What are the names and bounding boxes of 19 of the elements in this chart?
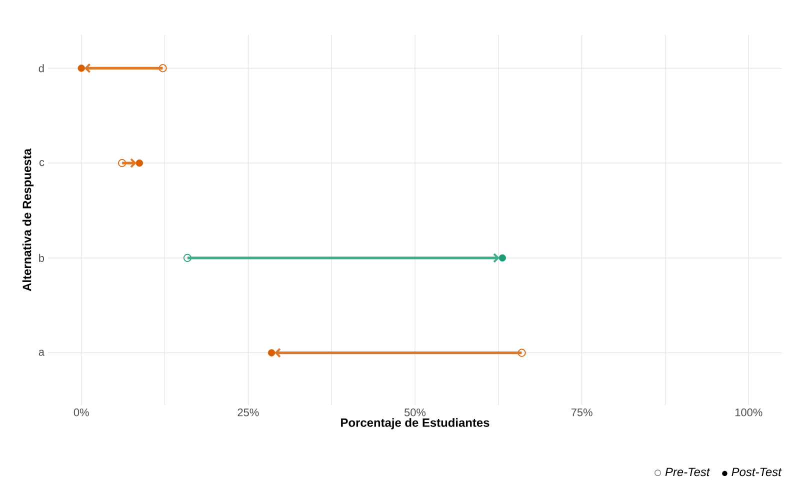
point xyxy=(136,159,144,167)
point xyxy=(518,348,526,357)
y-tick-label: a xyxy=(38,350,44,356)
y-tick-label: d xyxy=(38,64,44,72)
point xyxy=(78,64,85,72)
text: Post-Test xyxy=(732,468,782,476)
x-tick-label: 100% xyxy=(735,408,762,416)
x-tick-label: 50% xyxy=(404,408,426,416)
y-tick-label: b xyxy=(39,254,44,262)
y-axis-title: Alternativa de Respuesta xyxy=(22,148,34,292)
x-tick-label: 75% xyxy=(571,408,592,416)
point xyxy=(498,254,506,262)
point xyxy=(158,64,167,72)
point xyxy=(268,349,276,356)
y-tick-label: c xyxy=(39,160,44,166)
x-tick-label: 25% xyxy=(238,408,259,416)
x-tick-label: 0% xyxy=(74,408,89,416)
text: Pre-Test xyxy=(665,468,710,476)
x-axis-title: Porcentaje de Estudiantes xyxy=(341,418,490,430)
